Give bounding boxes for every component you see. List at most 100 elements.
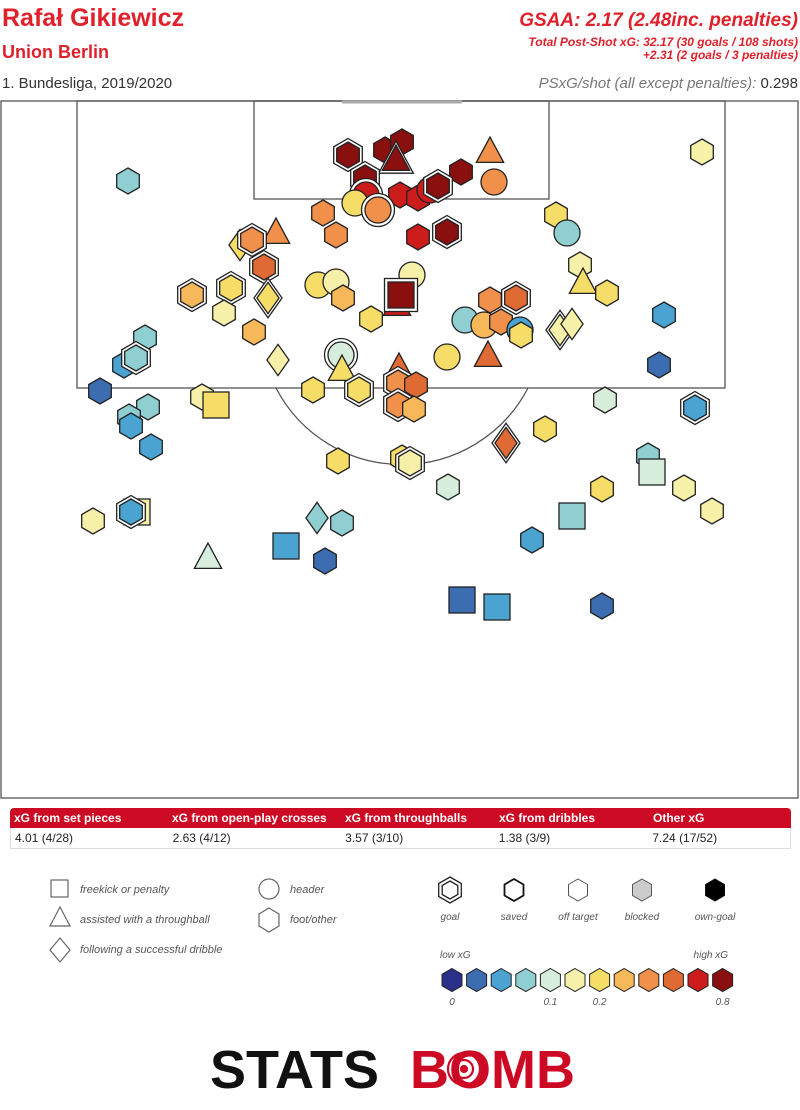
shot-marker-hexagon-goal <box>216 270 246 306</box>
circle-legend-icon <box>258 878 280 900</box>
shot-marker-hexagon-saved <box>311 199 335 227</box>
value-crosses: 2.63 (4/12) <box>172 831 231 845</box>
shot-marker-circle-saved <box>480 168 508 196</box>
shot-marker-square-saved <box>202 391 230 419</box>
scale-tick-label: 0.8 <box>716 997 730 1008</box>
statsbomb-logo: STATS BOMB <box>210 1040 575 1096</box>
scale-swatch <box>564 967 586 993</box>
shot-marker-hexagon-saved <box>359 305 383 333</box>
shot-marker-hexagon-saved <box>595 279 619 307</box>
xg-breakdown-values: 4.01 (4/28) 2.63 (4/12) 3.57 (3/10) 1.38… <box>10 828 791 849</box>
xg-breakdown-table: xG from set pieces xG from open-play cro… <box>10 808 791 850</box>
scale-swatch <box>490 967 512 993</box>
scale-swatch <box>589 967 611 993</box>
shot-marker-hexagon-saved <box>81 507 105 535</box>
shot-marker-hexagon-goal <box>501 280 531 316</box>
shot-marker-hexagon-saved <box>478 286 502 314</box>
gsaa-stat: GSAA: 2.17 (2.48inc. penalties) <box>519 10 798 31</box>
shot-marker-square-saved <box>272 532 300 560</box>
legend: freekick or penalty assisted with a thro… <box>49 876 736 1008</box>
competition-label: 1. Bundesliga, 2019/2020 <box>2 75 173 92</box>
outcome-label: saved <box>501 912 528 923</box>
legend-label-diamond: following a successful dribble <box>80 944 222 956</box>
outcome-label: blocked <box>625 912 660 923</box>
shot-marker-diamond-saved <box>560 307 584 341</box>
logo-text-bomb: BOMB <box>410 1040 575 1096</box>
triangle-legend-icon <box>49 905 71 927</box>
value-throughballs: 3.57 (3/10) <box>345 831 404 845</box>
shot-marker-hexagon-saved <box>690 138 714 166</box>
diamond-legend-icon <box>49 937 71 963</box>
shot-marker-hexagon-saved <box>119 412 143 440</box>
outcome-legend: goal saved off target blocked own-goal <box>438 876 736 923</box>
value-other: 7.24 (17/52) <box>652 831 718 845</box>
shot-marker-square-saved <box>448 586 476 614</box>
header-throughballs: xG from throughballs <box>345 811 468 825</box>
shot-marker-circle-saved <box>433 343 461 371</box>
scale-swatch <box>662 967 684 993</box>
shot-marker-circle-saved <box>553 219 581 247</box>
shot-marker-hexagon-goal <box>423 168 453 204</box>
outcome-label: goal <box>441 912 461 923</box>
shot-marker-circle-goal <box>360 192 396 228</box>
shot-marker-triangle-saved <box>473 339 503 368</box>
scale-swatch <box>515 967 537 993</box>
shot-marker-hexagon-saved <box>590 475 614 503</box>
shot-marker-square-saved <box>558 502 586 530</box>
shot-marker-triangle-goal <box>377 139 415 174</box>
legend-label-hexagon: foot/other <box>290 914 338 926</box>
shot-marker-hexagon-goal <box>395 445 425 481</box>
shot-marker-triangle-saved <box>475 135 505 164</box>
psxg-total: Total Post-Shot xG: 32.17 (30 goals / 10… <box>528 35 798 49</box>
scale-swatch <box>638 967 660 993</box>
shot-marker-diamond-saved <box>305 501 329 535</box>
shot-marker-hexagon-goal <box>432 214 462 250</box>
psxg-per-shot-label: PSxG/shot (all except penalties): <box>538 75 757 92</box>
shot-marker-triangle-saved <box>261 216 291 245</box>
shot-marker-square-goal <box>383 277 419 313</box>
xg-color-scale: 0 0.1 0.2 0.8 <box>441 967 734 1008</box>
xg-breakdown-header: xG from set pieces xG from open-play cro… <box>10 808 791 828</box>
shot-marker-hexagon-saved <box>331 284 355 312</box>
shot-marker-hexagon-saved <box>136 393 160 421</box>
psxg-per-shot-value: 0.298 <box>760 75 798 92</box>
shot-marker-hexagon-saved <box>212 299 236 327</box>
logo-text-stats: STATS <box>210 1040 379 1096</box>
scale-swatch <box>466 967 488 993</box>
header-set-pieces: xG from set pieces <box>14 811 122 825</box>
shot-marker-triangle-saved <box>193 541 223 570</box>
shot-marker-square-saved <box>483 593 511 621</box>
scale-swatch <box>539 967 561 993</box>
scale-tick-label: 0.1 <box>543 997 557 1008</box>
shot-marker-hexagon-saved <box>509 321 533 349</box>
header-crosses: xG from open-play crosses <box>172 811 327 825</box>
shot-marker-diamond-goal <box>491 422 521 464</box>
shot-marker-hexagon-goal <box>237 222 267 258</box>
scale-low-label: low xG <box>440 950 471 961</box>
outcome-label: off target <box>558 912 599 923</box>
scale-swatch <box>712 967 734 993</box>
psxg-per-shot: PSxG/shot (all except penalties): 0.298 <box>539 75 798 92</box>
header-dribbles: xG from dribbles <box>499 811 596 825</box>
shot-map <box>0 100 799 799</box>
scale-swatch <box>441 967 463 993</box>
outcome-label: own-goal <box>695 912 736 923</box>
shot-marker-diamond-goal <box>253 277 283 319</box>
legend-label-square: freekick or penalty <box>80 884 171 896</box>
value-dribbles: 1.38 (3/9) <box>498 831 551 845</box>
shot-marker-hexagon-goal <box>333 137 363 173</box>
shot-marker-triangle-saved <box>568 266 598 295</box>
shot-marker-hexagon-goal <box>344 372 374 408</box>
shot-marker-hexagon-saved <box>242 318 266 346</box>
shot-marker-hexagon-saved <box>116 167 140 195</box>
shot-marker-hexagon-saved <box>449 158 473 186</box>
outcome-legend-off-target: off target <box>558 878 599 923</box>
shot-marker-hexagon-saved <box>330 509 354 537</box>
logo-target-icon <box>446 1051 482 1087</box>
outcome-legend-blocked: blocked <box>625 878 660 923</box>
shot-marker-hexagon-saved <box>647 351 671 379</box>
shot-marker-square-saved <box>638 458 666 486</box>
legend-label-circle: header <box>290 884 326 896</box>
shot-marker-hexagon-saved <box>672 474 696 502</box>
shot-marker-hexagon-saved <box>700 497 724 525</box>
